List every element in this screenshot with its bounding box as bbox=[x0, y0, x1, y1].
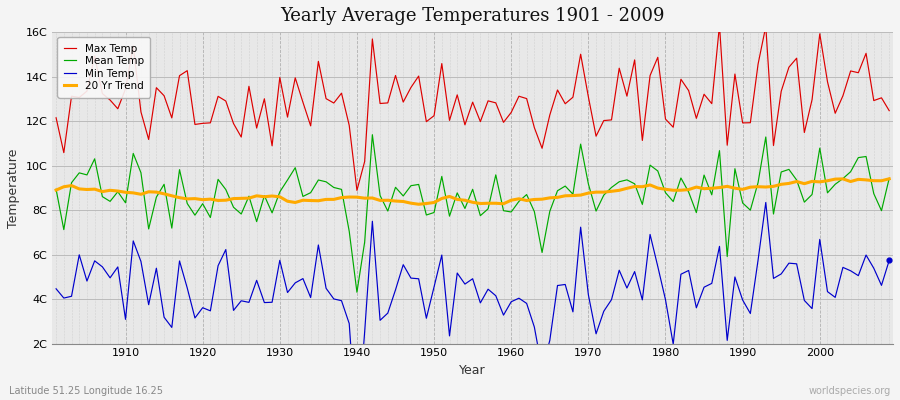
20 Yr Trend bbox=[328, 197, 339, 202]
Mean Temp bbox=[884, 176, 895, 181]
20 Yr Trend bbox=[514, 196, 525, 201]
Min Temp bbox=[506, 299, 517, 304]
Line: Max Temp: Max Temp bbox=[56, 25, 889, 190]
Min Temp bbox=[112, 264, 123, 269]
Mean Temp bbox=[367, 132, 378, 137]
20 Yr Trend bbox=[413, 202, 424, 207]
Legend: Max Temp, Mean Temp, Min Temp, 20 Yr Trend: Max Temp, Mean Temp, Min Temp, 20 Yr Tre… bbox=[58, 37, 150, 98]
Y-axis label: Temperature: Temperature bbox=[7, 148, 20, 228]
Text: Latitude 51.25 Longitude 16.25: Latitude 51.25 Longitude 16.25 bbox=[9, 386, 163, 396]
Line: 20 Yr Trend: 20 Yr Trend bbox=[56, 179, 889, 204]
Mean Temp bbox=[50, 187, 61, 192]
Max Temp bbox=[506, 110, 517, 115]
Min Temp bbox=[606, 297, 616, 302]
Max Temp bbox=[50, 115, 61, 120]
20 Yr Trend bbox=[282, 199, 292, 204]
Mean Temp bbox=[514, 199, 525, 204]
Mean Temp bbox=[282, 178, 292, 182]
Min Temp bbox=[328, 296, 339, 301]
Max Temp bbox=[514, 94, 525, 99]
20 Yr Trend bbox=[506, 198, 517, 203]
Max Temp bbox=[714, 23, 724, 28]
Mean Temp bbox=[328, 185, 339, 190]
Max Temp bbox=[606, 118, 616, 122]
Line: Mean Temp: Mean Temp bbox=[56, 135, 889, 292]
Min Temp bbox=[884, 258, 895, 263]
Text: worldspecies.org: worldspecies.org bbox=[809, 386, 891, 396]
20 Yr Trend bbox=[884, 176, 895, 181]
Mean Temp bbox=[521, 192, 532, 197]
Title: Yearly Average Temperatures 1901 - 2009: Yearly Average Temperatures 1901 - 2009 bbox=[281, 7, 665, 25]
20 Yr Trend bbox=[112, 189, 123, 194]
Point bbox=[882, 257, 896, 264]
Min Temp bbox=[282, 290, 292, 295]
Min Temp bbox=[514, 296, 525, 300]
20 Yr Trend bbox=[606, 189, 616, 194]
Max Temp bbox=[282, 115, 292, 120]
Line: Min Temp: Min Temp bbox=[56, 202, 889, 400]
Max Temp bbox=[884, 108, 895, 113]
20 Yr Trend bbox=[50, 188, 61, 192]
X-axis label: Year: Year bbox=[459, 364, 486, 377]
Max Temp bbox=[352, 188, 363, 193]
Min Temp bbox=[760, 200, 771, 205]
Max Temp bbox=[112, 106, 123, 111]
Mean Temp bbox=[352, 290, 363, 295]
Mean Temp bbox=[614, 179, 625, 184]
Mean Temp bbox=[112, 189, 123, 194]
Min Temp bbox=[50, 286, 61, 291]
Max Temp bbox=[328, 101, 339, 106]
